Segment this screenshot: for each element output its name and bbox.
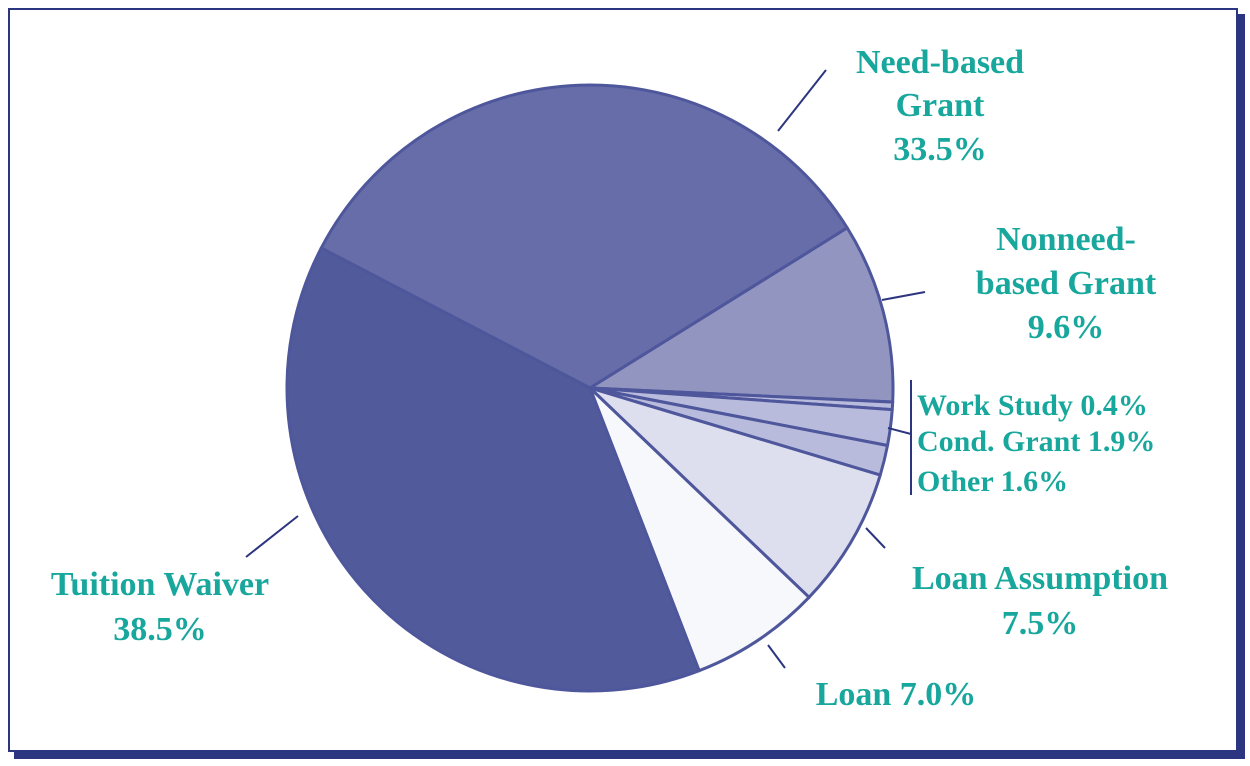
pie-slice-need-based-grant: [319, 83, 849, 390]
pie-slice-tuition-waiver: [285, 246, 701, 693]
label-loan-assumption-value: 7.5%: [1002, 605, 1079, 642]
label-loan: Loan 7.0%: [816, 676, 977, 713]
label-need-based-value: 33.5%: [893, 131, 987, 168]
frame-shadow-right: [1238, 14, 1245, 759]
label-other: Other 1.6%: [917, 465, 1068, 498]
pie-slice-loan-assumption: [588, 386, 882, 599]
leader-tuition: [245, 515, 299, 558]
label-need-based-line2: Grant: [896, 87, 985, 124]
leader-lines: [245, 69, 926, 669]
leader-need-based: [777, 69, 827, 132]
pie-slice-nonneed-based-grant: [588, 226, 895, 404]
label-nonneed-line2: based Grant: [976, 265, 1157, 302]
label-nonneed-value: 9.6%: [1028, 309, 1105, 346]
label-tuition-line1: Tuition Waiver: [51, 566, 269, 603]
frame-shadow-bottom: [14, 752, 1245, 759]
label-cond-grant: Cond. Grant 1.9%: [917, 425, 1155, 458]
label-work-study: Work Study 0.4%: [917, 389, 1148, 422]
slice-labels: Need-based Grant 33.5% Nonneed- based Gr…: [51, 44, 1168, 713]
label-nonneed-line1: Nonneed-: [996, 221, 1136, 258]
label-loan-assumption-line1: Loan Assumption: [912, 560, 1168, 597]
pie-slices: [285, 83, 895, 693]
label-tuition-value: 38.5%: [113, 611, 207, 648]
label-need-based-line1: Need-based: [856, 44, 1024, 81]
leader-nonneed: [881, 291, 926, 301]
leader-small: [887, 427, 912, 435]
pie-slice-loan: [588, 386, 811, 673]
leader-loan: [767, 644, 786, 669]
leader-loan-assumption: [865, 527, 886, 549]
